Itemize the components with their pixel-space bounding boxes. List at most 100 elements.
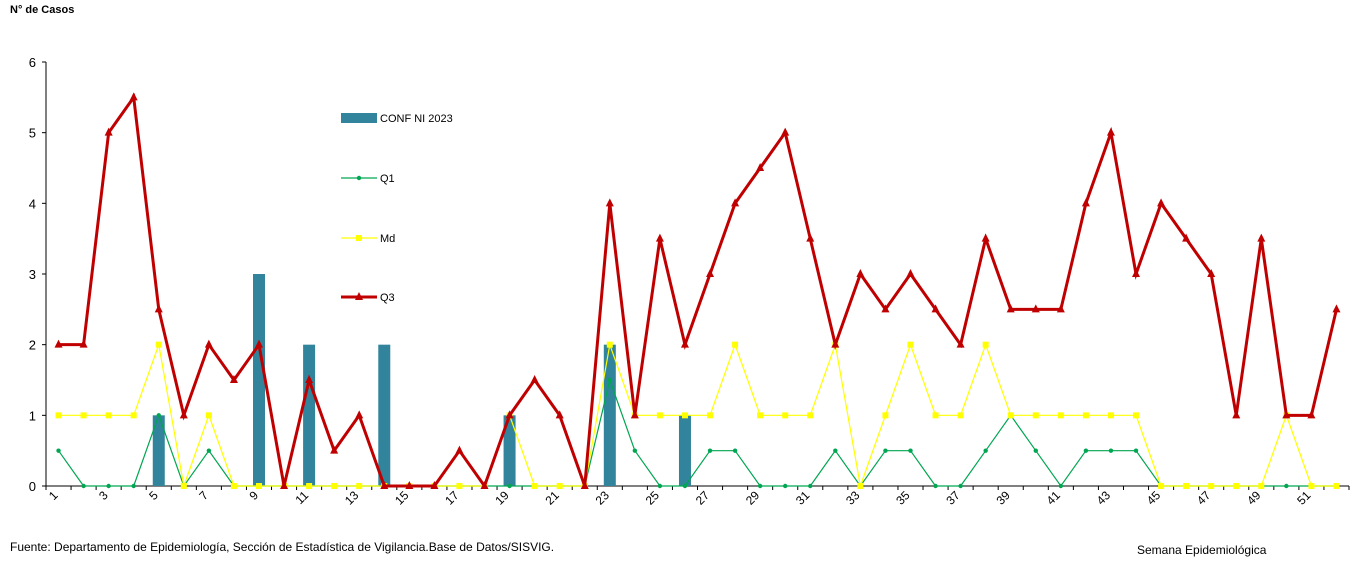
legend-label: CONF NI 2023 bbox=[380, 113, 453, 125]
x-tick-label: 9 bbox=[246, 488, 261, 503]
point-md bbox=[1158, 483, 1165, 489]
point-md bbox=[1007, 412, 1014, 419]
point-q3 bbox=[731, 198, 740, 207]
x-tick-label: 7 bbox=[196, 488, 211, 503]
point-q3 bbox=[630, 410, 639, 419]
point-q3 bbox=[605, 198, 614, 207]
point-md bbox=[1333, 483, 1340, 489]
point-md bbox=[155, 341, 162, 348]
point-md bbox=[1233, 483, 1240, 489]
point-q3 bbox=[129, 92, 138, 101]
x-tick-label: 33 bbox=[843, 488, 863, 508]
point-q3 bbox=[104, 127, 113, 136]
x-tick-label: 21 bbox=[542, 488, 562, 508]
y-tick-label: 3 bbox=[29, 267, 36, 282]
point-md bbox=[255, 483, 262, 489]
point-q3 bbox=[480, 481, 489, 489]
x-tick-label: 41 bbox=[1044, 488, 1064, 508]
y-tick-label: 2 bbox=[29, 338, 36, 353]
point-q3 bbox=[781, 127, 790, 136]
point-q3 bbox=[1157, 198, 1166, 207]
point-q1 bbox=[206, 448, 212, 453]
point-q3 bbox=[505, 410, 514, 419]
point-q3 bbox=[655, 233, 664, 242]
x-tick-label: 23 bbox=[593, 488, 613, 508]
point-md bbox=[1057, 412, 1064, 419]
point-md bbox=[1107, 412, 1114, 419]
point-md bbox=[1183, 483, 1190, 489]
point-q1 bbox=[732, 448, 738, 453]
point-q1 bbox=[757, 483, 763, 489]
x-tick-label: 35 bbox=[893, 488, 913, 508]
point-q1 bbox=[883, 448, 888, 453]
point-q1 bbox=[1058, 483, 1064, 489]
legend-marker bbox=[355, 292, 363, 300]
point-q3 bbox=[1207, 269, 1216, 277]
point-q3 bbox=[756, 163, 765, 171]
point-md bbox=[782, 412, 789, 419]
point-md bbox=[180, 483, 187, 489]
point-md bbox=[80, 412, 87, 419]
point-q1 bbox=[958, 483, 963, 489]
bar bbox=[503, 415, 516, 486]
y-tick-label: 4 bbox=[29, 196, 36, 211]
point-md bbox=[55, 412, 62, 419]
legend: CONF NI 2023 Q1 Md Q3 bbox=[341, 113, 453, 304]
bars bbox=[152, 274, 691, 486]
point-q3 bbox=[1332, 304, 1341, 313]
legend-label: Q3 bbox=[380, 292, 395, 304]
point-q1 bbox=[106, 483, 111, 489]
point-q1 bbox=[933, 483, 938, 489]
x-tick-label: 45 bbox=[1144, 488, 1164, 508]
point-md bbox=[732, 341, 739, 348]
x-tick-label: 25 bbox=[643, 488, 663, 508]
point-md bbox=[331, 483, 338, 489]
point-q1 bbox=[783, 483, 788, 489]
x-tick-label: 3 bbox=[96, 488, 111, 503]
x-tick-label: 5 bbox=[146, 488, 161, 503]
bar bbox=[252, 274, 265, 486]
point-q3 bbox=[305, 375, 314, 383]
point-md bbox=[932, 412, 939, 419]
point-q1 bbox=[657, 483, 663, 489]
point-md bbox=[882, 412, 889, 419]
x-tick-label: 13 bbox=[342, 488, 362, 508]
legend-marker bbox=[356, 175, 362, 181]
point-q3 bbox=[154, 304, 163, 313]
x-tick-label: 15 bbox=[392, 488, 412, 508]
point-md bbox=[857, 483, 864, 489]
point-q3 bbox=[580, 481, 589, 489]
point-md bbox=[1258, 483, 1265, 489]
x-tick-label: 27 bbox=[693, 488, 713, 508]
point-q3 bbox=[1232, 410, 1241, 419]
legend-marker bbox=[356, 235, 362, 241]
point-q1 bbox=[507, 483, 512, 489]
point-q3 bbox=[555, 410, 564, 419]
point-q3 bbox=[680, 339, 689, 348]
x-tick-label: 51 bbox=[1294, 488, 1314, 508]
y-tick-label: 5 bbox=[29, 126, 36, 141]
point-q3 bbox=[906, 269, 915, 277]
series-line-q1 bbox=[58, 377, 1337, 488]
point-q3 bbox=[931, 304, 940, 313]
series-line-md bbox=[58, 342, 1337, 489]
point-q3 bbox=[455, 445, 464, 454]
x-tick-label: 43 bbox=[1094, 488, 1114, 508]
point-q3 bbox=[706, 269, 715, 277]
x-tick-label: 49 bbox=[1244, 488, 1264, 508]
y-axis-label: N° de Casos bbox=[10, 4, 75, 16]
x-tick-label: 31 bbox=[793, 488, 813, 508]
x-tick-label: 37 bbox=[943, 488, 963, 508]
point-q3 bbox=[54, 339, 63, 348]
legend-swatch-bar bbox=[341, 113, 377, 123]
bar bbox=[303, 344, 316, 486]
bar bbox=[152, 415, 165, 486]
point-md bbox=[707, 412, 714, 419]
point-q3 bbox=[1132, 269, 1141, 277]
x-tick-label: 39 bbox=[993, 488, 1013, 508]
series-line-q3 bbox=[58, 93, 1338, 490]
point-q3 bbox=[831, 339, 840, 348]
point-q3 bbox=[981, 233, 990, 242]
legend-label: Q1 bbox=[380, 173, 395, 185]
point-md bbox=[205, 412, 212, 419]
